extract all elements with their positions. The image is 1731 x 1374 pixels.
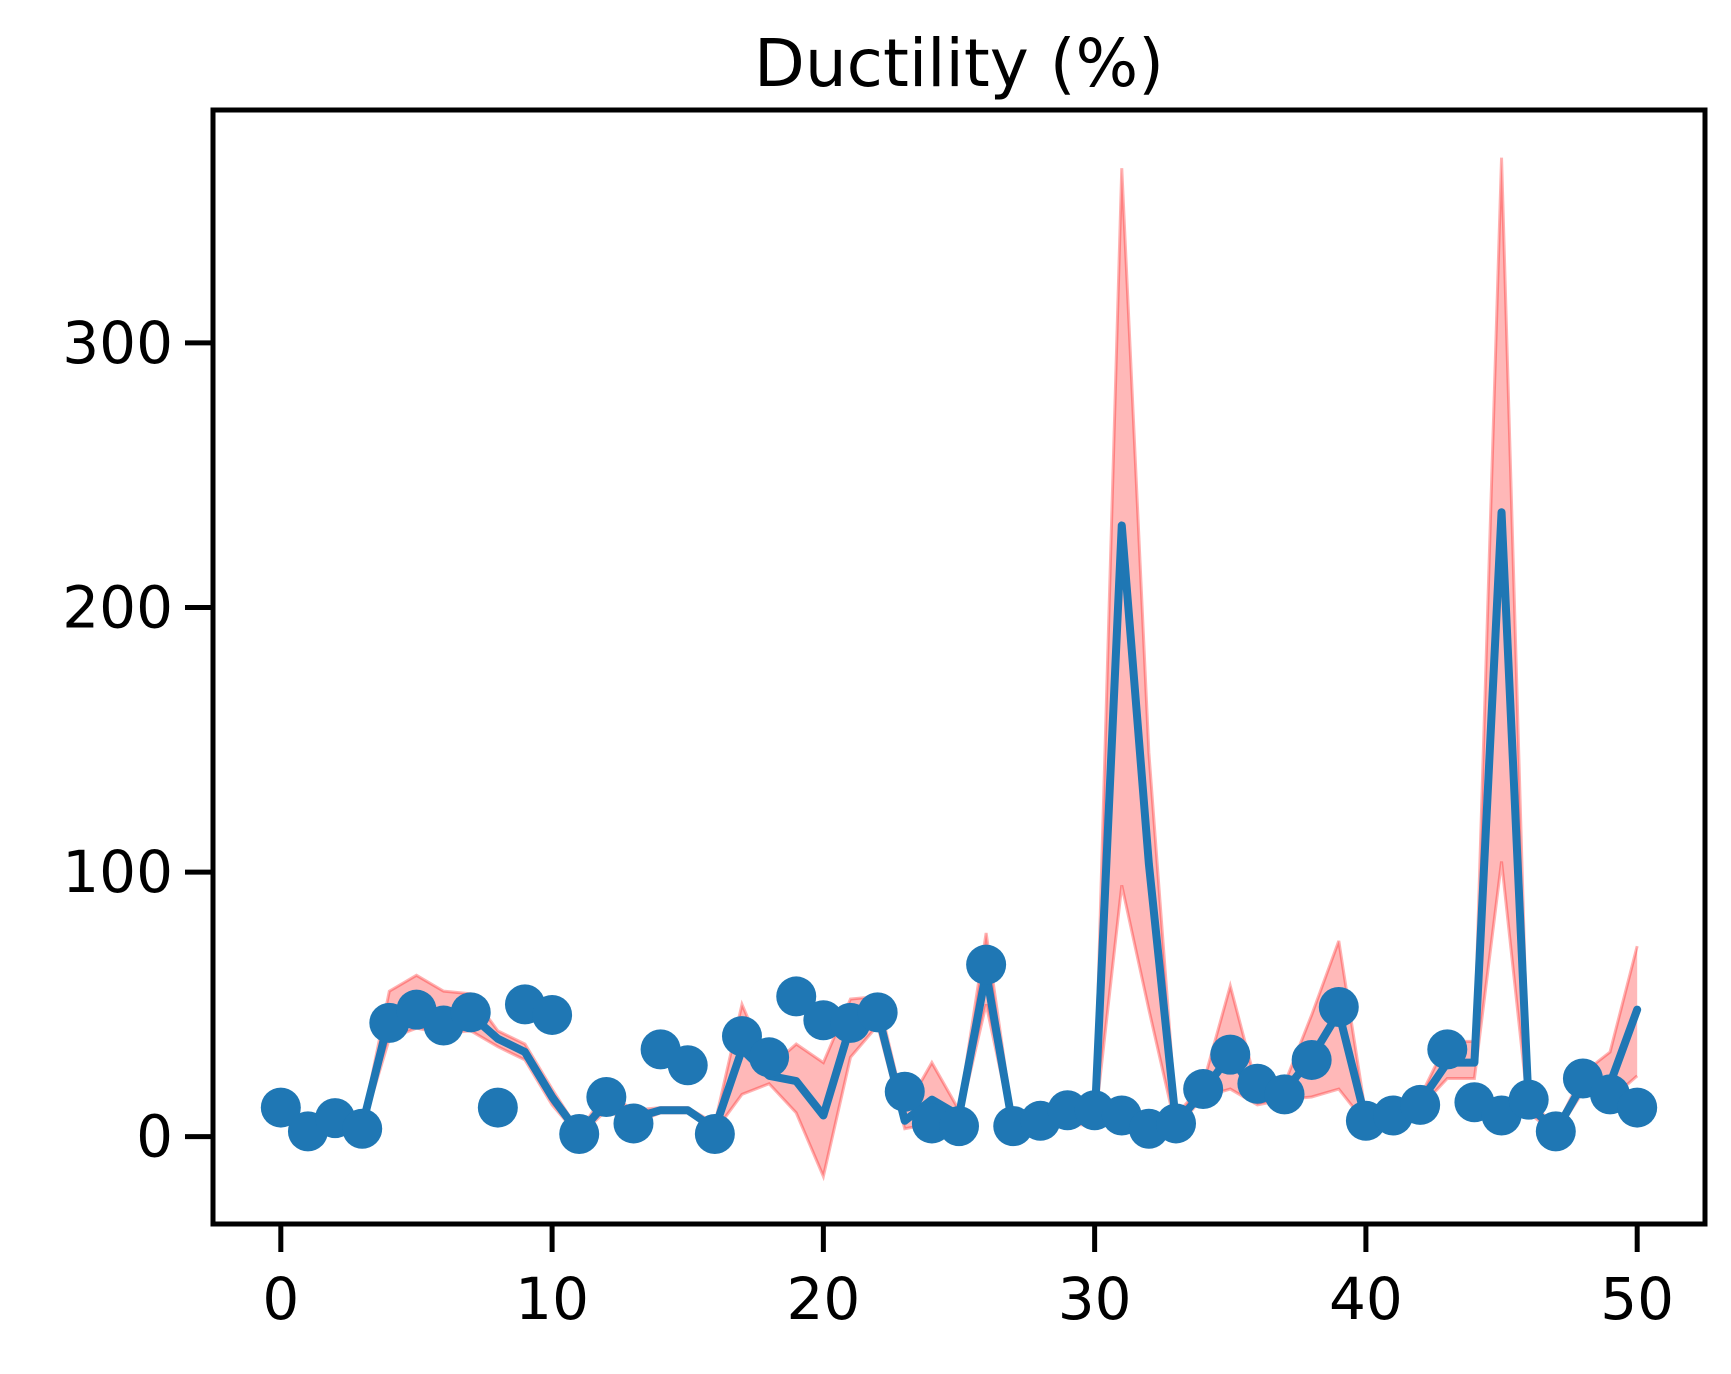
data-point xyxy=(1318,987,1359,1028)
data-point xyxy=(450,992,491,1033)
data-point xyxy=(342,1108,383,1149)
plot-frame xyxy=(210,107,1708,1227)
band-upper-edge xyxy=(280,157,1639,1135)
x-tick-label: 50 xyxy=(1600,1265,1674,1333)
data-point xyxy=(260,1087,301,1128)
chart-title: Ductility (%) xyxy=(754,25,1164,102)
x-tick-label: 40 xyxy=(1329,1265,1403,1333)
data-point xyxy=(1183,1069,1224,1110)
data-point xyxy=(721,1016,762,1057)
data-point xyxy=(749,1037,790,1078)
data-point xyxy=(1210,1034,1251,1075)
y-tick-label: 300 xyxy=(62,309,173,377)
x-tick-label: 30 xyxy=(1058,1265,1132,1333)
data-point xyxy=(1264,1074,1305,1115)
data-point xyxy=(884,1071,925,1112)
data-point xyxy=(1617,1087,1658,1128)
data-point xyxy=(776,976,817,1017)
y-axis: 0 100 200 300 xyxy=(62,309,213,1171)
data-point xyxy=(939,1106,979,1147)
y-tick-label: 100 xyxy=(62,838,173,906)
data-point xyxy=(1427,1029,1468,1070)
y-tick-label: 0 xyxy=(136,1103,173,1171)
data-point xyxy=(532,994,573,1035)
data-point xyxy=(1156,1103,1197,1144)
data-point xyxy=(966,944,1007,985)
data-point xyxy=(1400,1084,1441,1125)
x-tick-label: 0 xyxy=(262,1265,299,1333)
data-point xyxy=(694,1114,735,1155)
data-point xyxy=(857,992,898,1033)
data-point xyxy=(667,1045,708,1086)
data-point xyxy=(1508,1079,1549,1120)
data-point xyxy=(1291,1039,1332,1080)
scatter-point-layer xyxy=(260,944,1658,1155)
x-tick-label: 10 xyxy=(515,1265,589,1333)
data-point xyxy=(1535,1111,1576,1152)
x-axis: 0 10 20 30 40 50 xyxy=(262,1224,1674,1333)
x-tick-label: 20 xyxy=(786,1265,860,1333)
data-point xyxy=(613,1103,654,1144)
y-tick-label: 200 xyxy=(62,573,173,641)
confidence-band xyxy=(280,157,1638,1177)
data-point xyxy=(586,1076,627,1117)
data-point xyxy=(559,1114,600,1155)
data-point xyxy=(477,1087,518,1128)
